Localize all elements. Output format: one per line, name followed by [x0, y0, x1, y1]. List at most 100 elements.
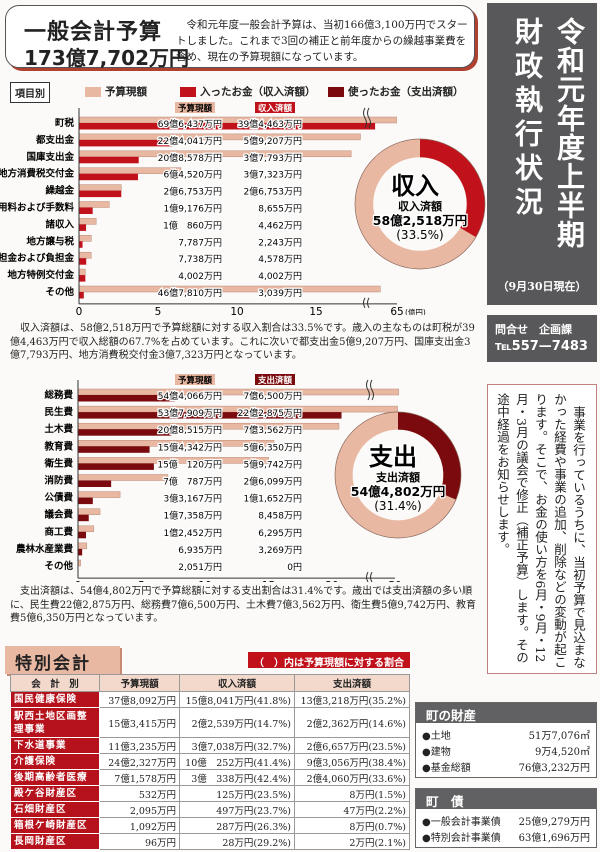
x-tick-label: 0: [76, 306, 83, 315]
category-label: 商工費: [44, 526, 73, 538]
category-label: 分担金および負担金: [0, 252, 74, 264]
col-header: 予算現額: [99, 674, 181, 692]
property-row: ●建物 9万4,520㎡: [416, 742, 596, 758]
category-label: 地方消費税交付金: [0, 168, 74, 180]
actual-value-label: 4,462万円: [258, 220, 302, 231]
actual-bar: [79, 207, 93, 214]
debt-row: ●特別会計事業債 63億1,696万円: [416, 828, 596, 844]
account-name: 長岡財産区: [9, 833, 101, 850]
account-name: 石畑財産区: [9, 801, 101, 818]
legend: 項目別 予算現額 入ったお金（収入済額） 使ったお金（支出済額）: [10, 82, 478, 103]
cell: 2万円(2.1%): [294, 833, 410, 850]
donut-percent: (33.5%): [396, 228, 443, 242]
legend-label: 予算現額: [105, 86, 147, 98]
budget-value-label: 7,738万円: [178, 254, 222, 265]
actual-bar: [78, 429, 172, 436]
budget-value-label: 1億 860万円: [163, 219, 222, 231]
table-row: 長岡財産区 96万円 28万円(29.2%) 2万円(2.1%): [9, 833, 410, 850]
budget-value-label: 1億9,176万円: [164, 203, 223, 215]
donut-title: 収入: [391, 172, 439, 200]
budget-value-label: 15億4,342万円: [158, 441, 222, 453]
category-label: 総務費: [44, 389, 73, 401]
legend-item-income: 入ったお金（収入済額）: [180, 84, 316, 99]
account-name: 駅西土地区画整理事業: [9, 707, 101, 738]
actual-value-label: 3億7,323万円: [244, 169, 303, 181]
category-label: その他: [45, 286, 74, 298]
general-budget-box: 一般会計予算 173億7,702万円 令和元年度一般会計予算は、当初166億3,…: [5, 5, 475, 70]
cell: 96万円: [99, 833, 181, 850]
cell: 2億2,539万円(14.7%): [179, 707, 295, 738]
table-row: 駅西土地区画整理事業 15億3,415万円 2億2,539万円(14.7%) 2億2,…: [9, 707, 410, 738]
actual-value-label: 3億7,793万円: [244, 152, 303, 164]
side-title-date: （9月30日現在）: [497, 280, 587, 293]
category-label: その他: [44, 560, 73, 572]
actual-value-label: 8,655万円: [258, 204, 302, 215]
header-budget-bg: [175, 102, 215, 113]
actual-bar: [79, 139, 173, 147]
note-text: 事業を行っているうちに、当初予算で見込まなかった経費や事業の追加、削除などの変動…: [495, 393, 586, 668]
budget-value-label: 1億7,358万円: [164, 510, 223, 522]
header-actual-bg: [255, 374, 295, 385]
table-row: 箱根ケ崎財産区 1,092万円 287万円(26.3%) 8万円(0.7%): [9, 817, 410, 834]
actual-value-label: 8,458万円: [258, 511, 302, 522]
table-row: 介護保険 24億2,327万円 10億 252万円(41.4%) 9億3,056万円(…: [9, 753, 410, 770]
donut-amount: 54億4,802万円: [351, 484, 445, 499]
actual-bar: [79, 190, 122, 198]
actual-value-label: 39億4,463万円: [238, 118, 302, 130]
budget-bar: [78, 235, 92, 242]
legend-label: 入ったお金（収入済額）: [200, 86, 316, 98]
cell: 37億8,092万円: [99, 691, 181, 708]
header-actual-bg: [255, 102, 295, 113]
account-name: 殿ケ谷財産区: [9, 785, 101, 802]
row-label: ●基金総額: [422, 763, 471, 774]
header-actual: 収入済額: [258, 103, 293, 114]
table-row: 国民健康保険 37億8,092万円 15億8,041万円(41.8%) 13億3,21…: [9, 691, 410, 708]
col-header: 会 計 別: [9, 674, 101, 692]
x-tick-label: 15: [309, 306, 322, 315]
budget-value-label: 22億4,041万円: [158, 135, 222, 147]
contact-label: 問合せ 企画課: [495, 323, 572, 336]
header-budget-bg: [175, 374, 215, 385]
category-label: 議会費: [44, 509, 73, 521]
category-label: 町税: [55, 117, 75, 129]
budget-value-label: 3億3,167万円: [164, 493, 223, 505]
x-tick-label: 65: [390, 306, 403, 315]
cell: 2億6,657万円(23.5%): [294, 737, 410, 754]
actual-bar: [78, 412, 342, 419]
cell: 9億3,056万円(38.4%): [294, 753, 410, 770]
budget-value-label: 20億8,515万円: [158, 424, 222, 436]
budget-value-label: 6億4,520万円: [164, 169, 223, 181]
x-axis-unit: (億円): [405, 307, 426, 315]
budget-value-label: 54億4,066万円: [158, 390, 222, 402]
actual-value-label: 7億6,500万円: [244, 390, 303, 402]
special-account-note: （ ）内は予算現額に対する割合: [248, 652, 410, 669]
debt-box: 町 債 ●一般会計事業債 25億9,279万円 ●特別会計事業債 63億1,696万…: [415, 788, 597, 848]
donut-outline: [334, 411, 462, 539]
actual-value-label: 2,243万円: [258, 237, 302, 248]
table-row: 殿ケ谷財産区 532万円 125万円(23.5%) 8万円(1.5%): [9, 785, 410, 802]
x-tick-label: 0: [75, 580, 82, 582]
budget-bar: [78, 268, 86, 276]
actual-bar: [78, 395, 176, 402]
cell: 7億1,578万円: [99, 769, 181, 786]
x-tick-label: 15: [262, 580, 275, 582]
x-tick-label: 20: [325, 580, 338, 582]
budget-value-label: 15億 120万円: [157, 458, 222, 470]
category-label: 教育費: [43, 440, 73, 452]
actual-value-label: 5億9,207万円: [244, 135, 303, 147]
actual-value-label: 4,002万円: [258, 271, 302, 282]
category-label: 衛生費: [43, 457, 73, 469]
cell: 497万円(23.7%): [179, 801, 295, 818]
actual-bar: [79, 241, 83, 248]
actual-value-label: 3,039万円: [258, 288, 302, 299]
budget-value-label: 7,787万円: [178, 237, 222, 248]
cell: 15億3,415万円: [99, 707, 181, 738]
side-title-period: 令和元年度上半期: [553, 17, 586, 249]
category-label: 公債費: [44, 492, 73, 504]
actual-value-label: 1億1,652万円: [244, 493, 303, 505]
note-box: 事業を行っているうちに、当初予算で見込まなかった経費や事業の追加、削除などの変動…: [487, 384, 597, 674]
actual-value-label: 7億3,562万円: [244, 424, 303, 436]
category-label: 民生費: [44, 406, 73, 418]
